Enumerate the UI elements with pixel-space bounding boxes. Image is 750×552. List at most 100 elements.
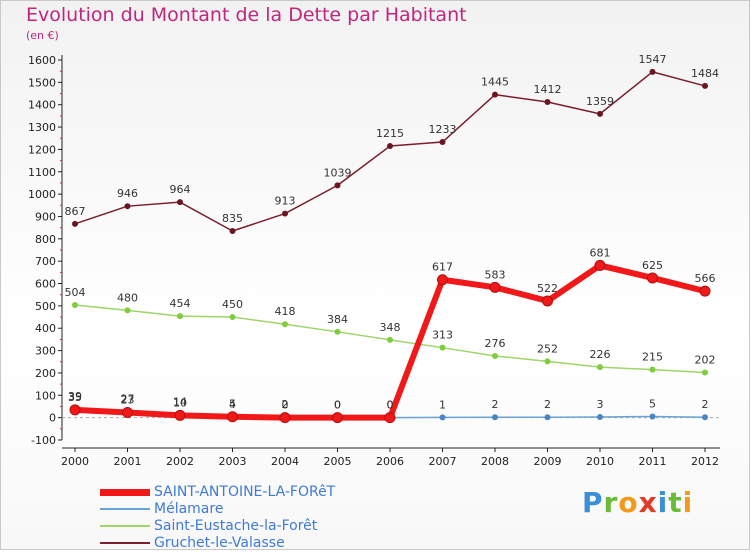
x-tick-label: 2006 <box>376 455 404 468</box>
data-point <box>124 203 131 210</box>
data-label: 1039 <box>324 166 352 179</box>
data-label: 35 <box>68 391 82 404</box>
data-label: 566 <box>695 272 716 285</box>
legend-label: Gruchet-le-Valasse <box>154 535 285 551</box>
legend-swatch <box>100 525 150 527</box>
data-point <box>72 220 78 227</box>
x-tick-label: 2011 <box>639 455 667 468</box>
legend-label: SAINT-ANTOINE-LA-FORêT <box>154 484 336 500</box>
data-point <box>649 413 656 420</box>
y-tick-label: 700 <box>35 255 56 268</box>
data-label: 418 <box>275 305 296 318</box>
data-point <box>177 313 183 320</box>
data-label: 1215 <box>376 127 404 140</box>
data-label: 1412 <box>534 83 562 96</box>
x-tick-label: 2007 <box>429 455 457 468</box>
x-tick-label: 2008 <box>481 455 509 468</box>
x-tick-label: 2003 <box>219 455 247 468</box>
data-label: 39 <box>68 390 82 403</box>
data-point <box>282 321 288 328</box>
data-label: 2 <box>282 398 289 411</box>
data-point <box>227 411 238 423</box>
data-label: 2 <box>544 398 551 411</box>
data-label: 348 <box>380 321 401 334</box>
data-point <box>702 369 708 376</box>
data-point <box>332 412 343 424</box>
data-point <box>69 404 81 416</box>
data-point <box>387 336 393 343</box>
data-point <box>702 82 708 89</box>
data-label: 2 <box>702 398 709 411</box>
data-point <box>124 307 131 314</box>
data-label: 1359 <box>586 95 614 108</box>
x-tick-label: 2001 <box>114 455 142 468</box>
data-label: 454 <box>170 297 191 310</box>
y-tick-label: 1200 <box>28 143 56 156</box>
legend-swatch <box>100 508 150 510</box>
data-label: 625 <box>642 259 663 272</box>
data-label: 1233 <box>429 123 457 136</box>
y-tick-label: 1000 <box>28 188 56 201</box>
data-point <box>334 182 341 189</box>
data-point <box>439 344 446 351</box>
data-label: 913 <box>275 195 296 208</box>
data-label: 1 <box>439 398 446 411</box>
data-label: 1445 <box>481 76 509 89</box>
data-label: 681 <box>590 246 611 259</box>
data-point <box>439 414 446 421</box>
chart-title: Evolution du Montant de la Dette par Hab… <box>26 4 467 26</box>
y-tick-label: 400 <box>35 322 56 335</box>
data-point <box>544 99 551 106</box>
data-point <box>72 301 78 308</box>
data-label: 0 <box>282 399 289 412</box>
y-tick-label: 1300 <box>28 121 56 134</box>
data-label: 946 <box>117 187 138 200</box>
y-tick-label: -100 <box>31 434 56 447</box>
data-label: 10 <box>173 396 187 409</box>
data-label: 3 <box>597 398 604 411</box>
data-point <box>699 285 711 297</box>
data-label: 522 <box>537 282 558 295</box>
y-tick-label: 900 <box>35 210 56 223</box>
logo-letter: P <box>582 486 604 519</box>
data-point <box>542 295 553 307</box>
y-tick-label: 200 <box>35 367 56 380</box>
y-tick-label: 100 <box>35 389 56 402</box>
data-label: 480 <box>117 291 138 304</box>
data-point <box>384 412 396 424</box>
data-point <box>174 409 186 421</box>
data-label: 5 <box>229 398 236 411</box>
data-label: 0 <box>387 399 394 412</box>
data-point <box>334 328 341 335</box>
data-label: 964 <box>170 183 191 196</box>
data-label: 226 <box>590 348 611 361</box>
data-point <box>647 272 658 284</box>
data-point <box>492 414 498 421</box>
data-label: 583 <box>485 268 506 281</box>
x-tick-label: 2004 <box>271 455 299 468</box>
data-label: 0 <box>334 399 341 412</box>
unit-label: (en €) <box>26 29 59 42</box>
x-tick-label: 2002 <box>166 455 194 468</box>
data-point <box>544 414 551 421</box>
data-label: 14 <box>173 396 187 409</box>
data-point <box>229 314 236 321</box>
data-point <box>437 274 448 286</box>
data-label: 27 <box>121 393 135 406</box>
logo-letter: o <box>618 486 639 519</box>
data-label: 313 <box>432 329 453 342</box>
y-tick-label: 300 <box>35 345 56 358</box>
y-tick-label: 800 <box>35 233 56 246</box>
legend-label: Mélamare <box>154 501 224 517</box>
data-point <box>544 358 551 365</box>
data-point <box>649 68 656 75</box>
data-point <box>597 364 603 371</box>
x-tick-label: 2009 <box>534 455 562 468</box>
y-tick-label: 600 <box>35 278 56 291</box>
data-point <box>439 139 446 146</box>
y-tick-label: 500 <box>35 300 56 313</box>
data-point <box>492 352 498 359</box>
data-label: 252 <box>537 342 558 355</box>
data-label: 1547 <box>639 53 667 66</box>
